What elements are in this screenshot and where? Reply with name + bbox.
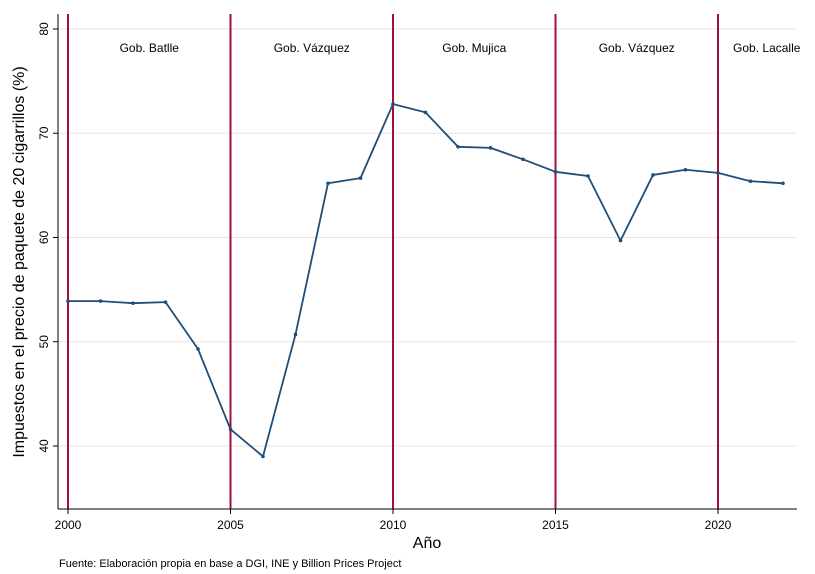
data-point-2012 [456, 145, 460, 149]
x-tick-label-2000: 2000 [55, 518, 82, 532]
government-label-4: Gob. Lacalle [733, 41, 801, 55]
government-label-0: Gob. Batlle [120, 41, 180, 55]
data-point-2016 [586, 174, 590, 178]
grid-lines [58, 28, 797, 447]
data-point-2003 [163, 300, 168, 304]
data-point-2010 [391, 102, 395, 106]
y-tick-label-60: 60 [37, 231, 51, 245]
y-tick-label-70: 70 [37, 126, 51, 140]
data-point-2013 [488, 146, 493, 150]
data-point-2019 [683, 167, 688, 172]
y-ticks: 40 50 60 70 80 [37, 22, 58, 453]
y-tick-label-40: 40 [37, 439, 51, 453]
x-tick-label-2005: 2005 [217, 518, 244, 532]
data-point-2017 [618, 238, 623, 243]
data-point-2006 [261, 454, 265, 459]
data-point-2015 [553, 170, 558, 174]
x-tick-label-2020: 2020 [705, 518, 732, 532]
y-axis-title: Impuestos en el precio de paquete de 20 … [11, 66, 28, 457]
data-point-2018 [651, 173, 655, 177]
x-ticks: 2000 2005 2010 2015 2020 [55, 509, 732, 532]
data-point-2005 [228, 427, 233, 432]
government-label-2: Gob. Mujica [442, 41, 506, 55]
data-point-2002 [131, 301, 135, 305]
data-point-2008 [326, 181, 330, 186]
y-tick-label-50: 50 [37, 335, 51, 349]
series [66, 102, 785, 459]
government-label-1: Gob. Vázquez [274, 41, 350, 55]
data-point-2020 [716, 171, 720, 175]
data-point-2009 [358, 176, 363, 180]
data-point-2001 [98, 299, 103, 303]
data-point-2011 [423, 110, 428, 115]
y-tick-label-80: 80 [37, 22, 51, 36]
data-point-2022 [781, 181, 785, 186]
x-tick-label-2015: 2015 [542, 518, 569, 532]
data-point-2004 [196, 347, 200, 351]
government-label-3: Gob. Vázquez [599, 41, 675, 55]
data-point-2000 [66, 299, 70, 303]
data-point-2021 [748, 179, 753, 184]
x-tick-label-2010: 2010 [380, 518, 407, 532]
data-point-2014 [521, 157, 525, 162]
data-point-2007 [293, 332, 298, 337]
x-axis-title: Año [413, 535, 442, 552]
government-dividers [67, 14, 719, 509]
series-line [68, 103, 784, 458]
source-note: Fuente: Elaboración propia en base a DGI… [59, 558, 402, 570]
government-labels: Gob. Batlle Gob. Vázquez Gob. Mujica Gob. V… [120, 41, 801, 55]
